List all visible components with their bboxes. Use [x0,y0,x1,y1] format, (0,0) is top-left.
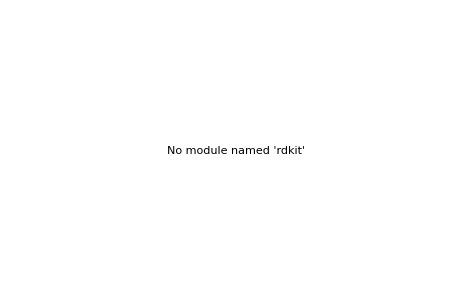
Text: No module named 'rdkit': No module named 'rdkit' [166,146,304,157]
